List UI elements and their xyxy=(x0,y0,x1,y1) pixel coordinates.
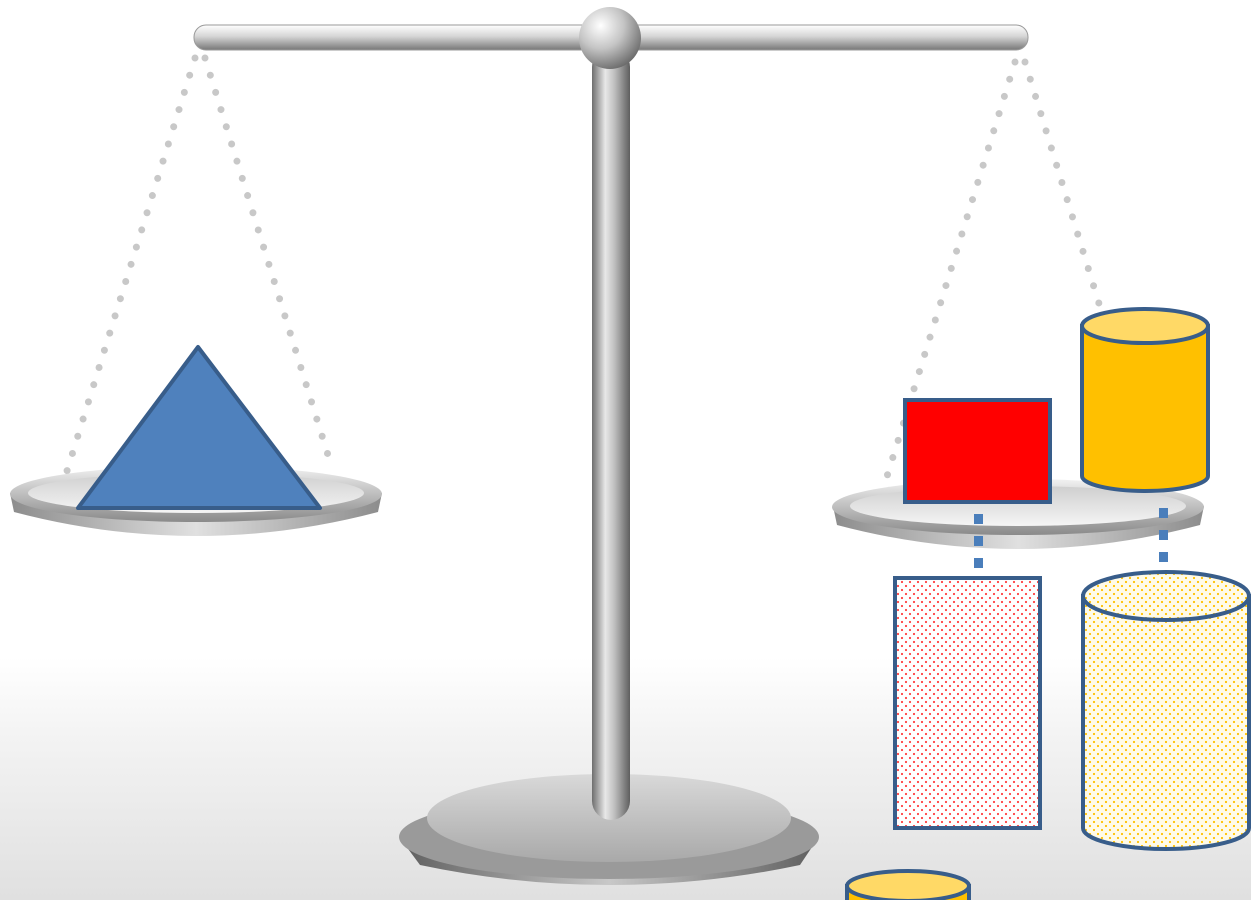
connector-dashes xyxy=(974,508,1168,568)
scale-pole xyxy=(592,48,630,820)
small-gold-cylinder xyxy=(845,869,971,900)
left-pan-chains xyxy=(54,54,336,504)
dotted-gold-cylinder xyxy=(1081,570,1251,851)
red-block xyxy=(903,398,1052,504)
right-pan-chains xyxy=(872,58,1154,516)
pivot-knob xyxy=(579,7,641,69)
dotted-red-block xyxy=(893,576,1042,830)
gold-cylinder xyxy=(1080,307,1210,493)
blue-triangle xyxy=(76,345,322,510)
